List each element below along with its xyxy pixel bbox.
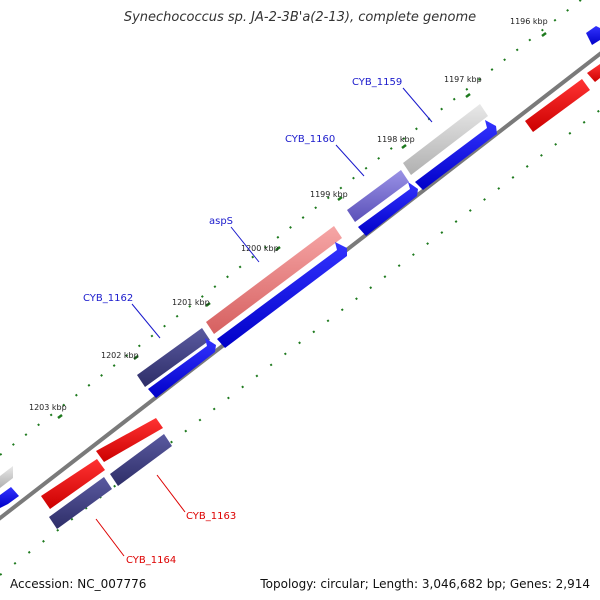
cds-arrow-topright-blue[interactable] bbox=[586, 26, 600, 45]
tick-mark bbox=[541, 32, 547, 37]
genome-title: Synechococcus sp. JA-2-3B'a(2-13), compl… bbox=[123, 10, 477, 25]
tick-label-1203: 1203 kbp bbox=[29, 403, 67, 412]
tick-label-1197: 1197 kbp bbox=[444, 75, 482, 84]
gene-label-cyb1159[interactable]: CYB_1159 bbox=[352, 77, 402, 88]
tick-mark bbox=[465, 93, 471, 98]
cds-arrow-cyb1162[interactable] bbox=[148, 338, 216, 398]
feature-cyb1163-indigo[interactable] bbox=[110, 434, 172, 486]
cds-arrow-cyb1163-red[interactable] bbox=[96, 418, 163, 462]
tick-label-1196: 1196 kbp bbox=[510, 17, 548, 26]
gene-label-cyb1162[interactable]: CYB_1162 bbox=[83, 293, 133, 304]
outer-tick-row bbox=[0, 0, 583, 456]
feature-cyb1162-indigo[interactable] bbox=[137, 328, 210, 387]
tick-mark bbox=[337, 196, 343, 201]
tick-label-1199: 1199 kbp bbox=[310, 190, 348, 199]
tick-mark bbox=[275, 246, 281, 251]
cds-arrow-topright-red[interactable] bbox=[525, 79, 590, 132]
leader-cyb1164 bbox=[95, 518, 125, 557]
genome-stats-text: Topology: circular; Length: 3,046,682 bp… bbox=[260, 577, 590, 591]
kbp-tick-marks bbox=[57, 32, 547, 419]
feature-cyb1164-indigo[interactable] bbox=[49, 477, 112, 529]
feature-asps-salmon[interactable] bbox=[206, 226, 342, 334]
tick-mark bbox=[205, 302, 211, 307]
cds-arrow-topright-red-2[interactable] bbox=[587, 64, 600, 82]
tick-label-1201: 1201 kbp bbox=[172, 298, 210, 307]
cds-arrow-cyb1164-red[interactable] bbox=[41, 459, 105, 509]
cds-arrow-cyb1160[interactable] bbox=[358, 182, 418, 236]
upper-feature-track bbox=[0, 104, 488, 529]
leader-cyb1160 bbox=[335, 144, 365, 177]
inner-tick-row bbox=[0, 109, 600, 576]
leader-lines bbox=[95, 87, 433, 557]
cds-arrow-asps[interactable] bbox=[217, 242, 347, 348]
cds-arrow-cyb1159[interactable] bbox=[415, 120, 497, 190]
tick-mark bbox=[401, 144, 407, 149]
leader-asps bbox=[230, 226, 260, 263]
tick-mark bbox=[57, 414, 63, 419]
gene-label-cyb1160[interactable]: CYB_1160 bbox=[285, 134, 335, 145]
leader-cyb1162 bbox=[131, 303, 161, 339]
gene-label-cyb1163[interactable]: CYB_1163 bbox=[186, 511, 236, 522]
accession-text: Accession: NC_007776 bbox=[10, 577, 147, 591]
tick-label-1202: 1202 kbp bbox=[101, 351, 139, 360]
leader-cyb1163 bbox=[156, 474, 186, 513]
feature-cyb1159-gray[interactable] bbox=[403, 104, 488, 175]
tick-mark bbox=[133, 355, 139, 360]
feature-gray-edge[interactable] bbox=[0, 466, 13, 488]
feature-cyb1160-violet[interactable] bbox=[347, 170, 409, 222]
cds-arrow-edge-blue[interactable] bbox=[0, 487, 19, 508]
leader-cyb1159 bbox=[402, 87, 433, 123]
tick-label-1198: 1198 kbp bbox=[377, 135, 415, 144]
gene-label-asps[interactable]: aspS bbox=[209, 216, 233, 227]
tick-label-1200: 1200 kbp bbox=[241, 244, 279, 253]
gene-label-cyb1164[interactable]: CYB_1164 bbox=[126, 555, 176, 566]
cds-arrow-track bbox=[0, 26, 600, 509]
